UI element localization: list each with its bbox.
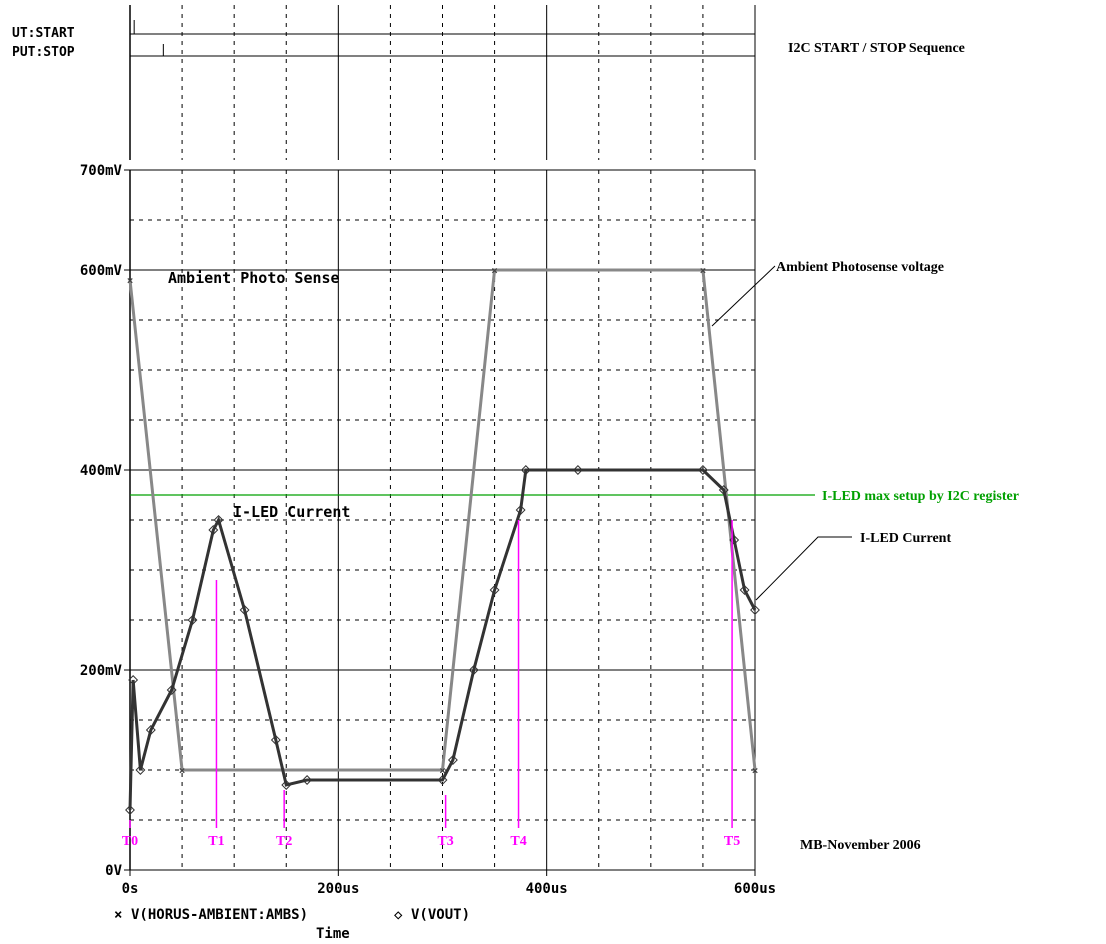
iled-max-label: I-LED max setup by I2C register — [822, 489, 1019, 504]
y-axis: 0V 200mV 400mV 600mV 700mV — [80, 163, 130, 879]
iled-point — [447, 755, 458, 765]
marker-t0-label: T0 — [122, 834, 138, 849]
grid — [130, 5, 755, 870]
marker-t5-label: T5 — [724, 834, 740, 849]
ambient-point: × — [700, 264, 707, 277]
iled-point — [135, 765, 146, 775]
ambient-inside-label: Ambient Photo Sense — [168, 269, 340, 287]
chart-title: I2C START / STOP Sequence — [788, 41, 965, 56]
ambient-point: × — [127, 274, 134, 287]
marker-t3-label: T3 — [437, 834, 453, 849]
marker-t1-label: T1 — [208, 834, 224, 849]
iled-point — [208, 525, 219, 535]
marker-t4-label: T4 — [510, 834, 526, 849]
iled-point — [281, 780, 292, 790]
ambient-point: × — [179, 764, 186, 777]
legend-label-vout: V(VOUT) — [411, 907, 470, 923]
iled-point — [750, 605, 760, 615]
credit-label: MB-November 2006 — [800, 838, 921, 853]
iled-trace — [128, 468, 757, 811]
time-markers: T0 T1 T2 T3 T4 T5 — [122, 520, 740, 849]
ambient-point: × — [491, 264, 498, 277]
legend-marker-vout: ◇ — [394, 907, 403, 923]
iled-point — [437, 775, 448, 785]
iled-point — [520, 465, 531, 475]
iled-point — [302, 775, 313, 785]
y-tick-label: 400mV — [80, 463, 123, 479]
ambient-point: × — [439, 764, 446, 777]
iled-point — [166, 685, 177, 695]
iled-point — [515, 505, 526, 515]
y-tick-label: 600mV — [80, 263, 123, 279]
x-axis-label: Time — [316, 926, 350, 942]
iled-inside-label: I-LED Current — [233, 503, 350, 521]
legend-label-ambient: V(HORUS-AMBIENT:AMBS) — [131, 907, 308, 923]
y-tick-label: 700mV — [80, 163, 123, 179]
ambient-point: × — [752, 764, 759, 777]
iled-point — [187, 615, 198, 625]
iled-point — [697, 465, 708, 475]
legend-marker-ambient: × — [114, 907, 122, 923]
y-tick-label: 200mV — [80, 663, 123, 679]
iled-callout: I-LED Current — [860, 531, 951, 546]
iled-point — [213, 515, 224, 525]
legend: × V(HORUS-AMBIENT:AMBS) ◇ V(VOUT) — [114, 907, 470, 923]
start-label: UT:START — [12, 26, 75, 41]
ambient-callout: Ambient Photosense voltage — [776, 260, 944, 275]
iled-point — [270, 735, 281, 745]
x-axis: 0s 200us 400us 600us — [122, 870, 776, 897]
x-tick-label: 0s — [122, 881, 139, 897]
iled-point — [468, 665, 479, 675]
series-layer: × × × × × × — [125, 264, 760, 815]
iled-point — [239, 605, 250, 615]
iled-point — [145, 725, 156, 735]
iled-point — [718, 485, 729, 495]
iled-point — [489, 585, 500, 595]
ambient-callout-leader — [711, 265, 776, 327]
y-tick-label: 0V — [105, 863, 122, 879]
iled-point — [572, 465, 583, 475]
marker-t2-label: T2 — [276, 834, 292, 849]
digital-panel: UT:START PUT:STOP I2C START / STOP Seque… — [12, 5, 965, 160]
iled-callout-leader — [755, 536, 852, 601]
iled-point — [128, 675, 139, 685]
iled-point — [125, 805, 135, 815]
x-tick-label: 400us — [526, 881, 568, 897]
iled-point — [739, 585, 750, 595]
stop-label: PUT:STOP — [12, 45, 75, 60]
x-tick-label: 600us — [734, 881, 776, 897]
x-tick-label: 200us — [317, 881, 359, 897]
